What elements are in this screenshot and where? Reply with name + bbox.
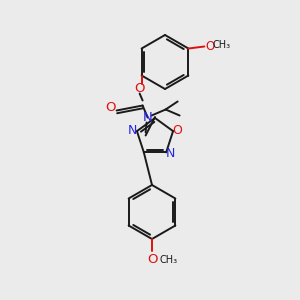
- Text: N: N: [166, 147, 175, 160]
- Text: N: N: [143, 111, 152, 124]
- Text: O: O: [172, 124, 182, 136]
- Text: O: O: [147, 253, 157, 266]
- Text: CH₃: CH₃: [212, 40, 230, 50]
- Text: O: O: [206, 40, 214, 52]
- Text: N: N: [128, 124, 138, 136]
- Text: O: O: [134, 82, 145, 95]
- Text: O: O: [105, 101, 116, 114]
- Text: CH₃: CH₃: [160, 255, 178, 265]
